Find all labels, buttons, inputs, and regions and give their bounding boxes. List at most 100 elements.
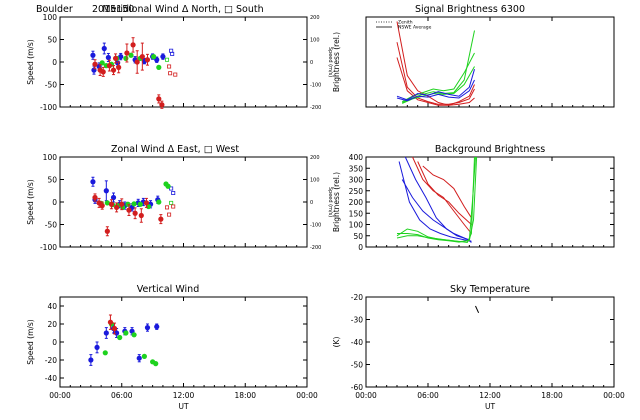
vertical-data-point <box>102 350 108 356</box>
zonal-ylabel-right: Speed (m/s) <box>327 187 333 217</box>
zonal-data-square <box>169 200 174 205</box>
meridional-ytick-label: 100 <box>43 13 58 22</box>
meridional-ytick-label: 0 <box>52 58 57 67</box>
meridional-data-point <box>106 63 112 69</box>
vertical-data-point <box>123 330 129 336</box>
zonal-data-point <box>103 188 109 194</box>
vertical-ytick-label: -40 <box>45 374 57 383</box>
meridional-ytick-label: -50 <box>45 81 57 90</box>
vertical-xtick-label: 18:00 <box>234 391 256 400</box>
zonal-data-point <box>114 204 120 210</box>
vertical-xtick-label: 06:00 <box>111 391 133 400</box>
vertical-ylabel: Speed (m/s) <box>26 319 35 365</box>
meridional-data-square <box>165 57 170 62</box>
station-label: Boulder <box>36 4 73 15</box>
meridional-ytick-right-label: -200 <box>310 105 321 111</box>
zonal-data-point <box>104 228 110 234</box>
sky-ytick-label: -20 <box>351 293 363 302</box>
background-title: Background Brightness <box>435 144 545 155</box>
vertical-data-point <box>144 325 151 331</box>
meridional-data-square <box>173 72 178 77</box>
background-series-line <box>422 165 472 219</box>
meridional-data-point <box>159 102 165 108</box>
background-series-line <box>397 156 476 243</box>
background-ytick-label: 50 <box>353 232 363 241</box>
zonal-ytick-label: -100 <box>40 243 57 252</box>
background-series-line <box>417 161 472 225</box>
zonal-data-point <box>143 200 150 206</box>
date-code-label: 2015150 <box>92 4 134 15</box>
signal-legend-label: NSWE Average <box>398 25 432 31</box>
meridional-data-point <box>105 54 111 61</box>
background-ytick-label: 200 <box>349 198 364 207</box>
vertical-data-point <box>88 357 94 363</box>
sky-ytick-label: -60 <box>351 383 363 392</box>
zonal-ytick-label: 0 <box>52 198 57 207</box>
zonal-ytick-right-label: -200 <box>310 245 321 251</box>
zonal-data-point <box>132 210 138 216</box>
meridional-data-point <box>139 54 145 60</box>
zonal-title: Zonal Wind Δ East, □ West <box>111 144 239 155</box>
meridional-data-point <box>156 64 162 70</box>
sky-ylabel: (K) <box>332 337 341 348</box>
zonal-data-point <box>158 216 164 222</box>
background-series-line <box>412 156 472 234</box>
signal-series-line <box>396 42 475 105</box>
vertical-title: Vertical Wind <box>137 284 199 295</box>
meridional-title: Meridional Wind Δ North, □ South <box>102 4 263 15</box>
meridional-ytick-right-label: 200 <box>310 15 320 21</box>
vertical-xtick-label: 00:00 <box>296 391 318 400</box>
meridional-ytick-right-label: 0 <box>310 60 313 66</box>
background-ytick-label: 400 <box>349 153 364 162</box>
zonal-data-point <box>108 201 115 207</box>
vertical-ytick-label: 0 <box>52 338 57 347</box>
zonal-ytick-label: 100 <box>43 153 58 162</box>
sky-ytick-label: -50 <box>351 361 363 370</box>
background-ytick-label: 300 <box>349 176 364 185</box>
background-series-line <box>396 156 478 243</box>
meridional-data-point <box>130 42 136 48</box>
signal-series-line <box>396 79 475 102</box>
zonal-ytick-label: 50 <box>47 176 57 185</box>
meridional-data-point <box>134 59 140 65</box>
meridional-data-point <box>156 96 162 102</box>
zonal-data-point <box>156 199 162 205</box>
zonal-data-point <box>110 194 117 201</box>
vertical-data-point <box>131 332 137 338</box>
sky-xtick-label: 12:00 <box>479 391 501 400</box>
meridional-data-point <box>112 55 119 62</box>
zonal-data-point <box>165 183 171 189</box>
sky-ytick-label: -40 <box>351 338 363 347</box>
background-ytick-label: 100 <box>349 221 364 230</box>
meridional-ylabel-right: Speed (m/s) <box>327 47 333 77</box>
zonal-data-point <box>92 194 98 201</box>
signal-series-line <box>396 21 475 106</box>
signal-series-line <box>396 69 475 101</box>
background-series-line <box>398 161 472 242</box>
vertical-ytick-label: -20 <box>45 356 57 365</box>
sky-xtick-label: 00:00 <box>603 391 625 400</box>
vertical-data-point <box>94 344 100 350</box>
background-ytick-label: 0 <box>358 243 363 252</box>
meridional-frame <box>59 16 308 108</box>
background-ylabel: Brightness (rel.) <box>332 172 341 232</box>
meridional-data-point <box>110 67 117 73</box>
vertical-data-point <box>154 324 160 330</box>
meridional-data-point <box>160 54 166 60</box>
vertical-data-point <box>141 353 147 359</box>
sky-series-line <box>475 305 480 314</box>
zonal-data-point <box>104 200 110 206</box>
meridional-data-point <box>151 54 157 60</box>
zonal-data-point <box>137 201 143 207</box>
zonal-data-point <box>131 201 137 207</box>
meridional-data-point <box>90 52 96 58</box>
meridional-data-point <box>118 54 124 60</box>
meridional-ytick-label: 50 <box>47 36 57 45</box>
background-series-line <box>404 156 472 243</box>
vertical-data-point <box>107 319 114 325</box>
vertical-xtick-label: 12:00 <box>173 391 195 400</box>
vertical-ytick-label: 40 <box>47 302 57 311</box>
zonal-ytick-right-label: 100 <box>310 178 320 184</box>
meridional-data-point <box>116 64 122 70</box>
